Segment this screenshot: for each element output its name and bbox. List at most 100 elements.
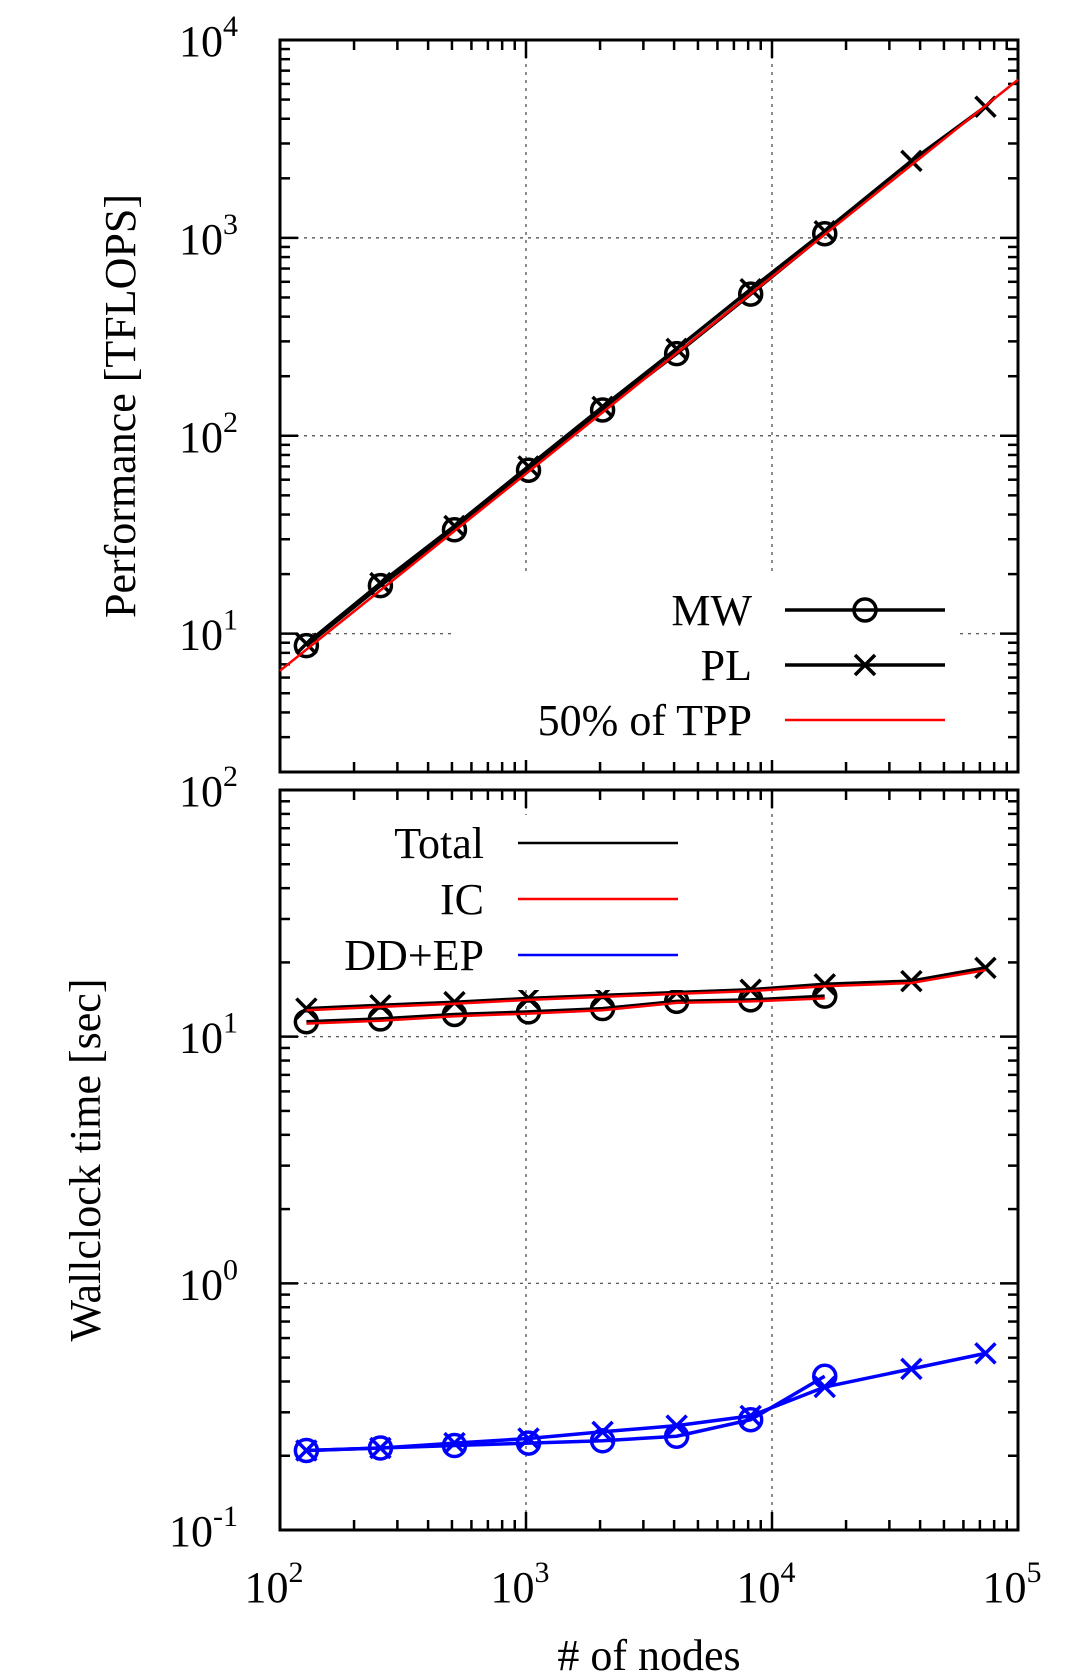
bottom-x-tick-label-base: 10	[245, 1563, 289, 1612]
bottom-data-point	[369, 994, 392, 1017]
bottom-y-tick-label-exponent: 2	[223, 760, 238, 793]
bottom-data-point	[665, 1414, 688, 1437]
top-y-tick-label-base: 10	[179, 215, 223, 264]
top-data-point	[295, 632, 318, 655]
bottom-data-point	[813, 1375, 836, 1399]
bottom-x-tick-label: 102	[245, 1556, 304, 1612]
bottom-y-tick-label-base: 10	[179, 1014, 223, 1063]
bottom-y-tick-label: 102	[179, 760, 238, 816]
top-y-axis-title: Performance [TFLOPS]	[96, 194, 145, 618]
top-data-point	[900, 149, 923, 173]
bottom-x-tick-label-exponent: 4	[781, 1556, 796, 1589]
top-legend: MW PL 50% of TPP	[455, 575, 960, 760]
top-data-point	[739, 278, 762, 301]
bottom-data-point	[515, 1430, 542, 1456]
top-legend-label: PL	[701, 641, 752, 690]
bottom-data-point	[900, 1357, 923, 1381]
top-data-point	[663, 340, 690, 367]
top-series-line	[279, 78, 1019, 672]
bottom-x-tick-label-exponent: 3	[535, 1556, 550, 1589]
top-legend-marker	[852, 597, 878, 623]
bottom-y-tick-label-base: 10	[179, 767, 223, 816]
top-y-tick-label: 104	[179, 10, 238, 66]
top-data-point	[737, 281, 764, 307]
top-legend-label: 50% of TPP	[538, 696, 752, 745]
top-data-point	[293, 632, 320, 659]
top-data-point	[367, 572, 394, 599]
top-data-point	[591, 395, 614, 419]
x-axis-title: # of nodes	[557, 1631, 740, 1680]
top-series-50-of-tpp	[279, 78, 1019, 672]
top-y-tick-label-exponent: 3	[223, 208, 238, 241]
bottom-data-point	[739, 978, 762, 1001]
bottom-series-ic-pl	[306, 968, 986, 1012]
bottom-series	[293, 956, 997, 1464]
bottom-series-line	[306, 997, 825, 1025]
bottom-legend: Total IC DD+EP	[290, 815, 690, 990]
top-y-tick-label-exponent: 4	[223, 10, 238, 43]
top-y-tick-label-base: 10	[179, 611, 223, 660]
bottom-data-point	[974, 956, 997, 980]
bottom-data-point	[517, 987, 540, 1010]
bottom-data-point	[737, 1406, 764, 1433]
top-y-tick-label: 103	[179, 208, 238, 264]
bottom-series-line	[306, 1351, 986, 1453]
bottom-y-tick-label: 100	[179, 1253, 238, 1309]
bottom-series-dd-ep-pl	[295, 1342, 997, 1462]
top-data-point	[665, 337, 688, 361]
bottom-x-tick-label-base: 10	[983, 1563, 1027, 1612]
bottom-x-tick-label: 103	[491, 1556, 550, 1612]
bottom-series-line	[306, 968, 986, 1012]
top-series-pl	[295, 95, 997, 655]
bottom-legend-label: Total	[394, 819, 484, 868]
bottom-data-point	[813, 973, 836, 996]
bottom-data-point	[443, 990, 466, 1014]
top-series	[279, 78, 1019, 672]
bottom-x-tick-label: 104	[737, 1556, 796, 1612]
bottom-x-tick-label: 105	[983, 1556, 1042, 1612]
top-data-point	[443, 514, 466, 538]
top-plot-frame	[278, 38, 1020, 774]
bottom-series-total-pl	[295, 956, 997, 1020]
bottom-data-point	[295, 1439, 318, 1462]
bottom-y-tick-label-exponent: -1	[213, 1500, 238, 1533]
bottom-data-point	[974, 1342, 997, 1365]
bottom-data-point	[591, 1420, 614, 1444]
bottom-legend-label: IC	[440, 875, 484, 924]
bottom-series-ic-mw	[306, 997, 825, 1025]
bottom-x-tick-label-exponent: 5	[1027, 1556, 1042, 1589]
top-data-point	[589, 397, 616, 423]
top-data-point	[811, 220, 838, 247]
bottom-y-tick-label-exponent: 0	[223, 1253, 238, 1286]
bottom-data-point	[369, 1436, 392, 1460]
bottom-legend-label: DD+EP	[344, 931, 484, 980]
bottom-y-tick-label-exponent: 1	[223, 1007, 238, 1040]
bottom-data-point	[517, 1427, 540, 1450]
top-y-tick-label-exponent: 2	[223, 406, 238, 439]
top-data-point	[441, 517, 468, 543]
bottom-data-point	[739, 1404, 762, 1428]
bottom-y-tick-label: 101	[179, 1007, 238, 1063]
bottom-data-point	[443, 1431, 466, 1455]
bottom-data-point	[295, 997, 318, 1020]
bottom-plot-frame	[278, 788, 1020, 1532]
top-legend-label: MW	[671, 586, 752, 635]
top-y-tick-label: 102	[179, 406, 238, 462]
top-data-point	[517, 455, 540, 478]
bottom-x-tick-label-exponent: 2	[289, 1556, 304, 1589]
top-y-tick-label-base: 10	[179, 17, 223, 66]
bottom-series-line	[306, 966, 986, 1011]
bottom-x-tick-label-base: 10	[491, 1563, 535, 1612]
bottom-y-tick-label-base: 10	[179, 1260, 223, 1309]
top-data-point	[369, 571, 392, 595]
top-series-line	[305, 105, 987, 646]
bottom-y-tick-label: 10-1	[169, 1500, 238, 1556]
top-y-tick-label: 101	[179, 604, 238, 660]
top-y-tick-label-exponent: 1	[223, 604, 238, 637]
bottom-x-tick-label-base: 10	[737, 1563, 781, 1612]
